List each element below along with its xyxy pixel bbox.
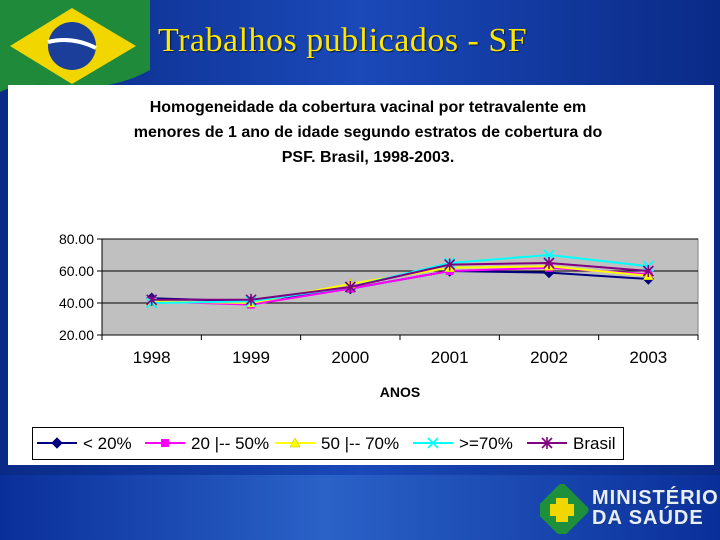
chart-title-line: Homogeneidade da cobertura vacinal por t…: [149, 99, 587, 116]
ministerio-text: MINISTÉRIO DA SAÚDE: [592, 488, 719, 528]
line-chart: 80.00 60.00 40.00 20.00 1998 1999 2000 2001 2002…: [59, 231, 699, 400]
data-point: [543, 257, 555, 269]
legend-marker: [161, 439, 169, 447]
data-point: [444, 258, 456, 271]
x-tick-label: 2003: [629, 348, 667, 367]
legend-label: < 20%: [83, 434, 132, 453]
series-line: [151, 266, 649, 306]
chart-title-line: menores de 1 ano de idade segundo estrat…: [133, 124, 603, 141]
plot-area: [101, 238, 699, 336]
legend-label: Brasil: [573, 434, 616, 453]
y-tick-label: 40.00: [59, 295, 94, 311]
legend-marker: [541, 437, 553, 449]
legend-marker: [51, 437, 63, 449]
data-point: [146, 293, 158, 306]
series-line: [151, 261, 649, 301]
x-axis-label: ANOS: [380, 384, 420, 400]
slide-title: Trabalhos publicados - SF: [158, 22, 528, 59]
y-tick-label: 60.00: [59, 263, 94, 279]
x-tick-label: 2000: [331, 348, 369, 367]
ministerio-logo-icon: [540, 484, 589, 534]
chart-legend: < 20% 20 |-- 50% 50 |-- 70% >=70% Brasil: [32, 427, 624, 460]
legend-graphic: < 20% 20 |-- 50% 50 |-- 70% >=70% Brasil: [37, 434, 616, 453]
legend-marker: [289, 437, 301, 448]
x-tick-label: 2001: [431, 348, 469, 367]
ministerio-line1: MINISTÉRIO: [592, 487, 719, 509]
legend-label: 50 |-- 70%: [321, 434, 399, 453]
y-tick-label: 20.00: [59, 327, 94, 343]
data-point: [245, 293, 257, 306]
legend-marker: [427, 437, 439, 449]
x-tick-label: 1999: [232, 348, 270, 367]
x-tick-label: 1998: [133, 348, 171, 367]
chart-title-line: PSF. Brasil, 1998-2003.: [281, 149, 455, 166]
legend-label: >=70%: [459, 434, 513, 453]
legend-label: 20 |-- 50%: [191, 434, 269, 453]
brazil-flag-icon: [0, 0, 150, 92]
data-point: [543, 249, 555, 261]
x-tick-label: 2002: [530, 348, 568, 367]
chart-panel: Homogeneidade da cobertura vacinal por t…: [8, 85, 714, 465]
data-point: [642, 265, 654, 277]
footer-banner: [0, 475, 720, 540]
chart-title: Homogeneidade da cobertura vacinal por t…: [48, 95, 688, 170]
y-tick-label: 80.00: [59, 231, 94, 247]
ministerio-line2: DA SAÚDE: [592, 507, 704, 529]
data-point: [344, 281, 356, 293]
